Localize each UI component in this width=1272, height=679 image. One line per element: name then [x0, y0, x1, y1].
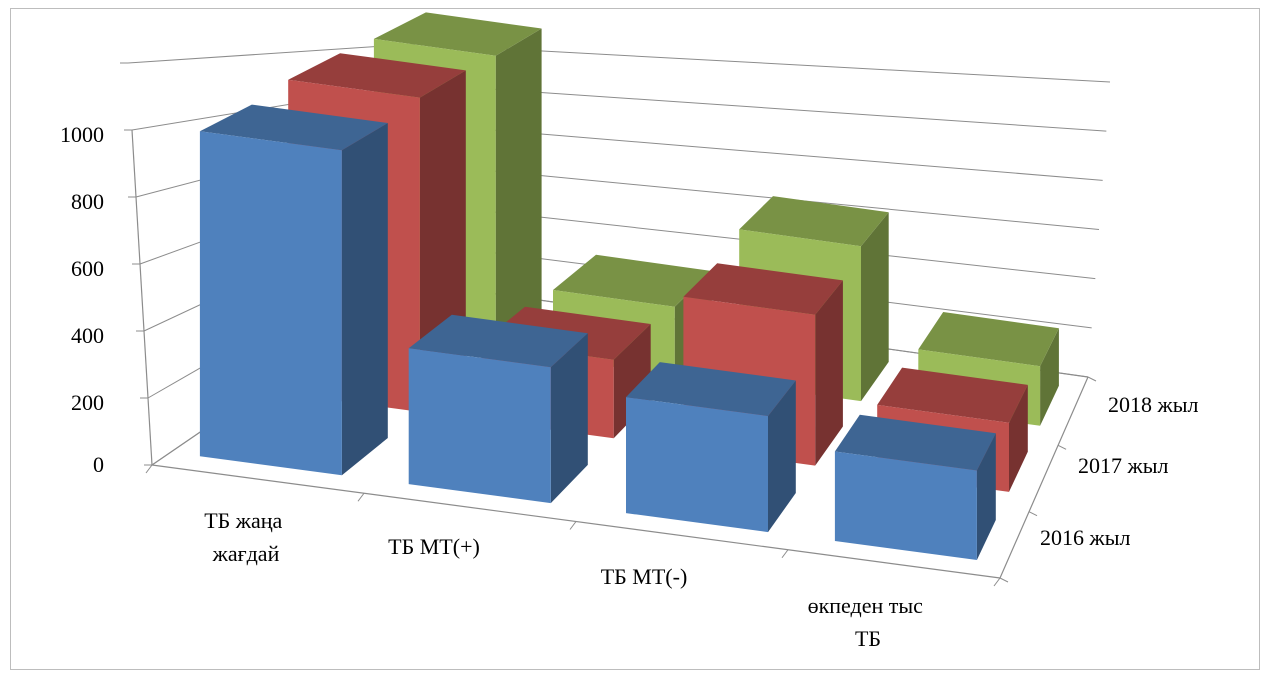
- bar-top: [553, 254, 712, 307]
- category-label-line: өкпеден тыс: [808, 593, 924, 618]
- bar-side: [861, 212, 889, 402]
- bar-top: [877, 367, 1028, 423]
- bar-front: [408, 348, 551, 504]
- bar-side: [613, 324, 651, 439]
- series-label-2016: 2016 жыл: [1040, 525, 1130, 550]
- y-tick-label: 400: [71, 323, 104, 348]
- depth-axis-tick: [999, 577, 1009, 583]
- y-axis-tick-labels: 0 200 400 600 800 1000: [60, 122, 104, 477]
- left-wall-front-edge: [131, 129, 153, 466]
- bar-side: [550, 333, 588, 504]
- bar-2016-жыл-1: [199, 104, 388, 476]
- bar-front: [834, 451, 977, 560]
- left-wall-gridline: [127, 43, 415, 64]
- y-tick-label: 600: [71, 256, 104, 281]
- floor-right-edge: [999, 376, 1089, 579]
- bar-top: [199, 104, 388, 151]
- category-label: ТБ жаңа жағдай: [204, 508, 288, 566]
- bar-top: [683, 263, 843, 315]
- bar-top: [626, 362, 796, 417]
- category-label-line: ТБ: [855, 626, 881, 651]
- bar-front: [199, 131, 342, 476]
- x-axis-tick: [569, 521, 577, 530]
- bar-2016-жыл-2: [408, 314, 588, 504]
- x-axis-tick: [357, 492, 365, 502]
- series-label-2017: 2017 жыл: [1078, 453, 1168, 478]
- bar-side: [815, 280, 843, 466]
- bar-front: [626, 397, 768, 533]
- x-axis-category-labels: ТБ жаңа жағдай ТБ МТ(+) ТБ МТ(-) өкпеден…: [204, 508, 929, 651]
- bar-top: [739, 196, 889, 247]
- bar-top: [834, 414, 996, 471]
- category-label: ТБ МТ(+): [388, 534, 480, 559]
- y-tick-label: 0: [93, 452, 104, 477]
- x-axis-tick: [993, 577, 1001, 587]
- series-depth-labels: 2018 жыл 2017 жыл 2016 жыл: [1040, 392, 1198, 550]
- depth-axis-tick: [1087, 376, 1097, 382]
- bar-top: [408, 314, 588, 368]
- y-tick-label: 800: [71, 189, 104, 214]
- category-label: ТБ МТ(-): [601, 564, 688, 589]
- y-tick-label: 200: [71, 390, 104, 415]
- bar-top: [288, 53, 466, 98]
- bar-side: [976, 433, 996, 560]
- bar-side: [1040, 328, 1059, 426]
- bar-side: [495, 28, 542, 351]
- x-axis-tick: [145, 464, 153, 474]
- chart-bars: [199, 12, 1059, 560]
- category-label: өкпеден тыс ТБ: [808, 593, 929, 651]
- series-label-2018: 2018 жыл: [1108, 392, 1198, 417]
- bar-2016-жыл-3: [626, 362, 796, 533]
- y-tick-label: 1000: [60, 122, 104, 147]
- category-label-line: жағдай: [212, 541, 280, 566]
- bar-top: [918, 312, 1059, 367]
- bar-side: [341, 123, 388, 476]
- category-label-line: ТБ жаңа: [204, 508, 282, 533]
- bar-2016-жыл-4: [834, 414, 996, 560]
- x-axis-tick: [781, 549, 789, 559]
- depth-axis-tick: [1028, 511, 1038, 517]
- bar-top: [373, 12, 542, 56]
- depth-axis-tick: [1057, 444, 1067, 450]
- bar-side: [1009, 384, 1028, 492]
- bar-side: [768, 380, 796, 533]
